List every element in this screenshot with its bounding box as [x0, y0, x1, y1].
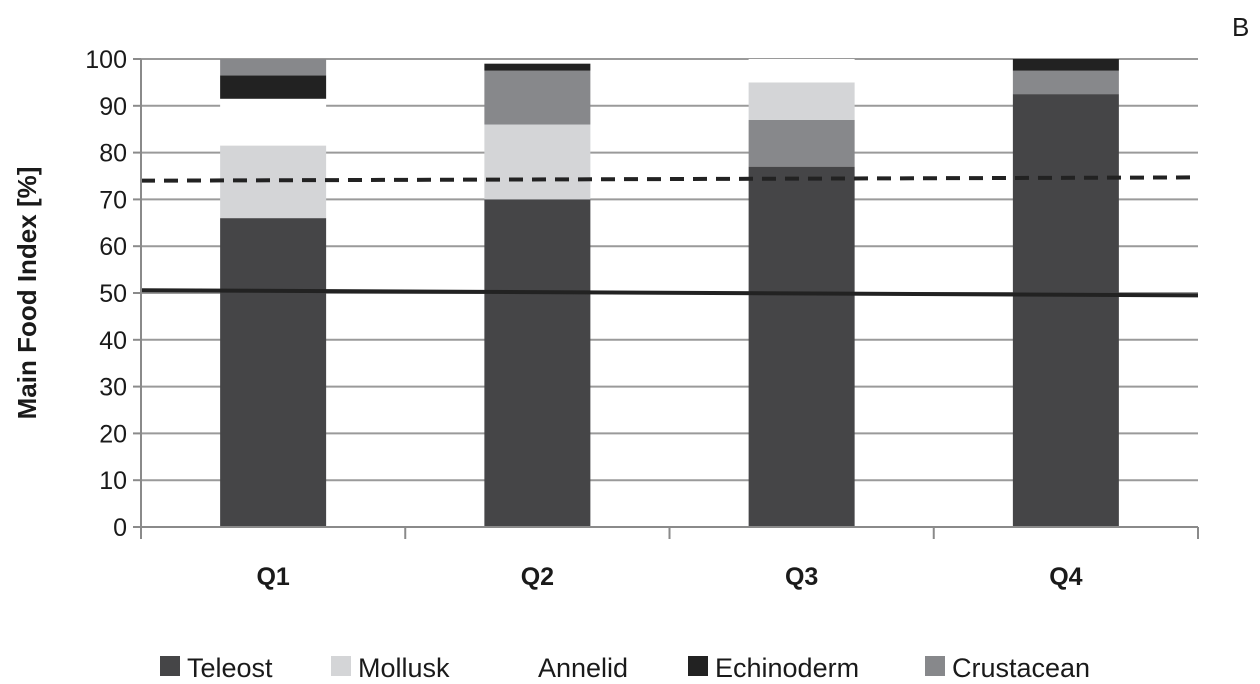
y-tick-label: 30	[99, 374, 127, 402]
y-tick-label: 0	[113, 514, 127, 542]
bar-q1-echinoderm	[220, 75, 327, 99]
bar-q4-teleost	[1012, 94, 1119, 527]
bar-q4-crustacean	[1012, 70, 1119, 95]
legend: Teleost Mollusk Annelid Echinoderm Crustacea…	[160, 653, 1090, 683]
legend-swatch-echinoderm	[688, 656, 708, 676]
y-tick-label: 80	[99, 140, 127, 168]
legend-label-mollusk: Mollusk	[358, 653, 450, 683]
bar-q3-teleost	[748, 166, 855, 527]
x-category-label: Q2	[521, 563, 554, 591]
y-axis-title: Main Food Index [%]	[12, 167, 42, 420]
y-tick-label: 70	[99, 186, 127, 214]
bar-q3-annelid	[748, 59, 855, 83]
y-tick-label: 10	[99, 467, 127, 495]
bar-q2-echinoderm	[484, 63, 591, 71]
x-category-label: Q4	[1049, 563, 1082, 591]
y-tick-labels: 0 10 20 30 40 50 60 70 80 90 100	[85, 46, 127, 542]
bar-q2-crustacean	[484, 70, 591, 125]
bar-q3-crustacean	[748, 119, 855, 167]
legend-label-echinoderm: Echinoderm	[715, 653, 859, 683]
bar-q4-echinoderm	[1012, 59, 1119, 71]
y-tick-label: 90	[99, 93, 127, 121]
bar-q1-crustacean	[220, 59, 327, 76]
axes	[133, 58, 1199, 539]
panel-label: B	[1232, 12, 1249, 42]
bar-q2-teleost	[484, 199, 591, 527]
bar-q1-annelid	[220, 98, 327, 146]
y-tick-label: 100	[85, 46, 127, 74]
bar-q2-mollusk	[484, 124, 591, 200]
legend-swatch-annelid	[511, 656, 531, 676]
bar-q3-mollusk	[748, 82, 855, 120]
bars	[220, 59, 1119, 527]
legend-label-crustacean: Crustacean	[952, 653, 1090, 683]
trend-lines	[140, 175, 1199, 298]
x-category-label: Q3	[785, 563, 818, 591]
bar-q1-teleost	[220, 218, 327, 527]
legend-label-annelid: Annelid	[538, 653, 628, 683]
x-category-label: Q1	[256, 563, 289, 591]
legend-swatch-teleost	[160, 656, 180, 676]
solid-trend-line	[140, 288, 1199, 298]
dashed-trend-line	[140, 175, 1199, 183]
y-tick-label: 50	[99, 280, 127, 308]
legend-label-teleost: Teleost	[187, 653, 273, 683]
y-tick-label: 20	[99, 420, 127, 448]
x-category-labels: Q1 Q2 Q3 Q4	[256, 563, 1082, 591]
legend-swatch-mollusk	[331, 656, 351, 676]
y-tick-label: 60	[99, 233, 127, 261]
legend-swatch-crustacean	[925, 656, 945, 676]
y-tick-label: 40	[99, 327, 127, 355]
